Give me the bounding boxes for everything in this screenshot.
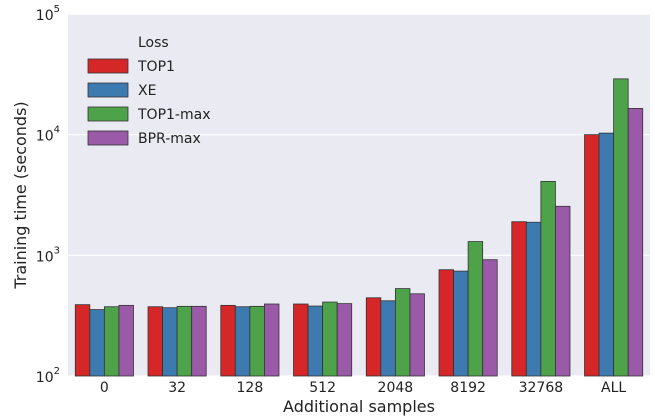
x-tick-label: 32 [168, 380, 186, 396]
x-tick-label: 512 [309, 380, 336, 396]
bar-bpr-max-128 [264, 303, 280, 377]
legend: Loss TOP1 XE TOP1-max BPR-max [87, 35, 210, 147]
bar-top1-128 [220, 304, 236, 377]
bar-xe-all [598, 132, 615, 377]
legend-swatch [87, 58, 129, 74]
y-tick-label: 104 [36, 125, 60, 145]
bar-top1-max-32 [176, 305, 193, 377]
bar-top1-2048 [365, 297, 382, 377]
bar-bpr-max-2048 [409, 293, 425, 377]
bar-top1-all [584, 134, 600, 377]
legend-label: BPR-max [138, 131, 201, 147]
bar-xe-0 [89, 309, 105, 377]
y-tick-label: 102 [36, 366, 60, 386]
bar-bpr-max-32 [191, 305, 207, 377]
x-tick-label: 8192 [450, 380, 486, 396]
bar-xe-128 [234, 306, 251, 377]
bar-top1-max-512 [322, 301, 338, 377]
legend-title: Loss [138, 35, 169, 51]
bar-bpr-max-all [627, 108, 644, 377]
bar-top1-max-8192 [467, 241, 484, 377]
bar-top1-0 [74, 304, 91, 377]
legend-swatch [87, 130, 129, 146]
bar-xe-32768 [525, 221, 542, 377]
legend-swatch [87, 106, 129, 122]
x-tick-label: 0 [100, 380, 109, 396]
bar-xe-32 [162, 307, 178, 377]
y-tick-exponent: 4 [54, 125, 60, 136]
bar-bpr-max-512 [336, 303, 353, 377]
bar-top1-max-128 [249, 305, 265, 377]
legend-label: TOP1-max [137, 107, 210, 123]
y-axis-label: Training time (seconds) [11, 101, 30, 289]
bar-bpr-max-8192 [482, 259, 498, 377]
y-tick-label: 103 [36, 245, 60, 265]
bar-xe-8192 [453, 270, 469, 377]
bar-top1-max-32768 [540, 180, 556, 377]
bar-top1-512 [293, 303, 309, 377]
y-tick-label: 105 [36, 4, 60, 24]
x-tick-label: ALL [601, 380, 626, 396]
legend-swatch [87, 82, 129, 98]
bar-top1-max-2048 [394, 288, 411, 377]
y-tick-base: 10 [36, 8, 54, 24]
y-tick-exponent: 2 [54, 366, 60, 377]
x-tick-label: 128 [237, 380, 264, 396]
bar-xe-2048 [380, 300, 396, 377]
legend-label: TOP1 [137, 59, 175, 75]
bar-top1-max-0 [103, 306, 120, 377]
x-tick-labels: 0 32 128 512 2048 8192 32768 ALL [100, 380, 626, 396]
bar-top1-32 [147, 306, 163, 377]
x-tick-label: 32768 [519, 380, 564, 396]
y-tick-exponent: 3 [54, 245, 60, 256]
bars [74, 78, 644, 377]
x-tick-label: 2048 [378, 380, 414, 396]
bar-bpr-max-32768 [555, 205, 571, 377]
y-tick-base: 10 [36, 370, 54, 386]
y-tick-exponent: 5 [54, 4, 60, 15]
bar-top1-8192 [438, 269, 454, 377]
bar-bpr-max-0 [118, 304, 134, 377]
y-tick-base: 10 [36, 129, 54, 145]
x-axis-label: Additional samples [283, 397, 435, 416]
bar-top1-32768 [511, 221, 527, 377]
bar-top1-max-all [613, 78, 629, 377]
bar-xe-512 [307, 305, 324, 377]
legend-label: XE [138, 83, 156, 99]
y-tick-base: 10 [36, 249, 54, 265]
